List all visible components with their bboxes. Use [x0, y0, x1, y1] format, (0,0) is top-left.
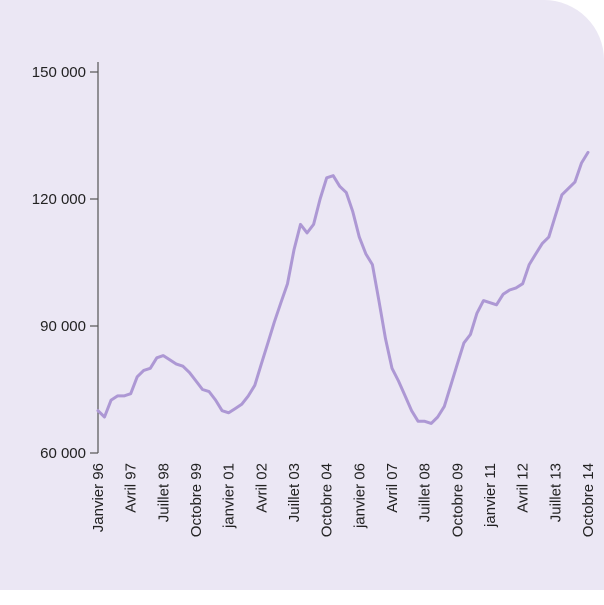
x-tick-label: Avril 97 — [123, 463, 140, 513]
panel — [0, 0, 604, 590]
y-tick-label: 60 000 — [40, 445, 86, 462]
x-tick-label: Janvier 96 — [90, 463, 107, 532]
x-tick-label: Juillet 08 — [417, 463, 434, 522]
x-tick-label: Juillet 98 — [155, 463, 172, 522]
y-tick-label: 90 000 — [40, 318, 86, 335]
x-tick-label: janvier 11 — [482, 463, 499, 528]
x-tick-label: Juillet 13 — [547, 463, 564, 522]
x-tick-label: janvier 06 — [351, 463, 368, 529]
x-tick-label: janvier 01 — [221, 463, 238, 529]
x-tick-label: Octobre 14 — [580, 463, 597, 537]
x-tick-label: Juillet 03 — [286, 463, 303, 522]
x-tick-label: Octobre 04 — [319, 463, 336, 537]
x-tick-label: Avril 07 — [384, 463, 401, 513]
y-tick-label: 150 000 — [32, 64, 86, 81]
x-tick-label: Avril 12 — [515, 463, 532, 513]
line — [96, 150, 590, 425]
x-tick-label: Octobre 99 — [188, 463, 205, 537]
x-tick-label: Octobre 09 — [449, 463, 466, 537]
y-tick-label: 120 000 — [32, 191, 86, 208]
x-tick-label: Avril 02 — [253, 463, 270, 513]
